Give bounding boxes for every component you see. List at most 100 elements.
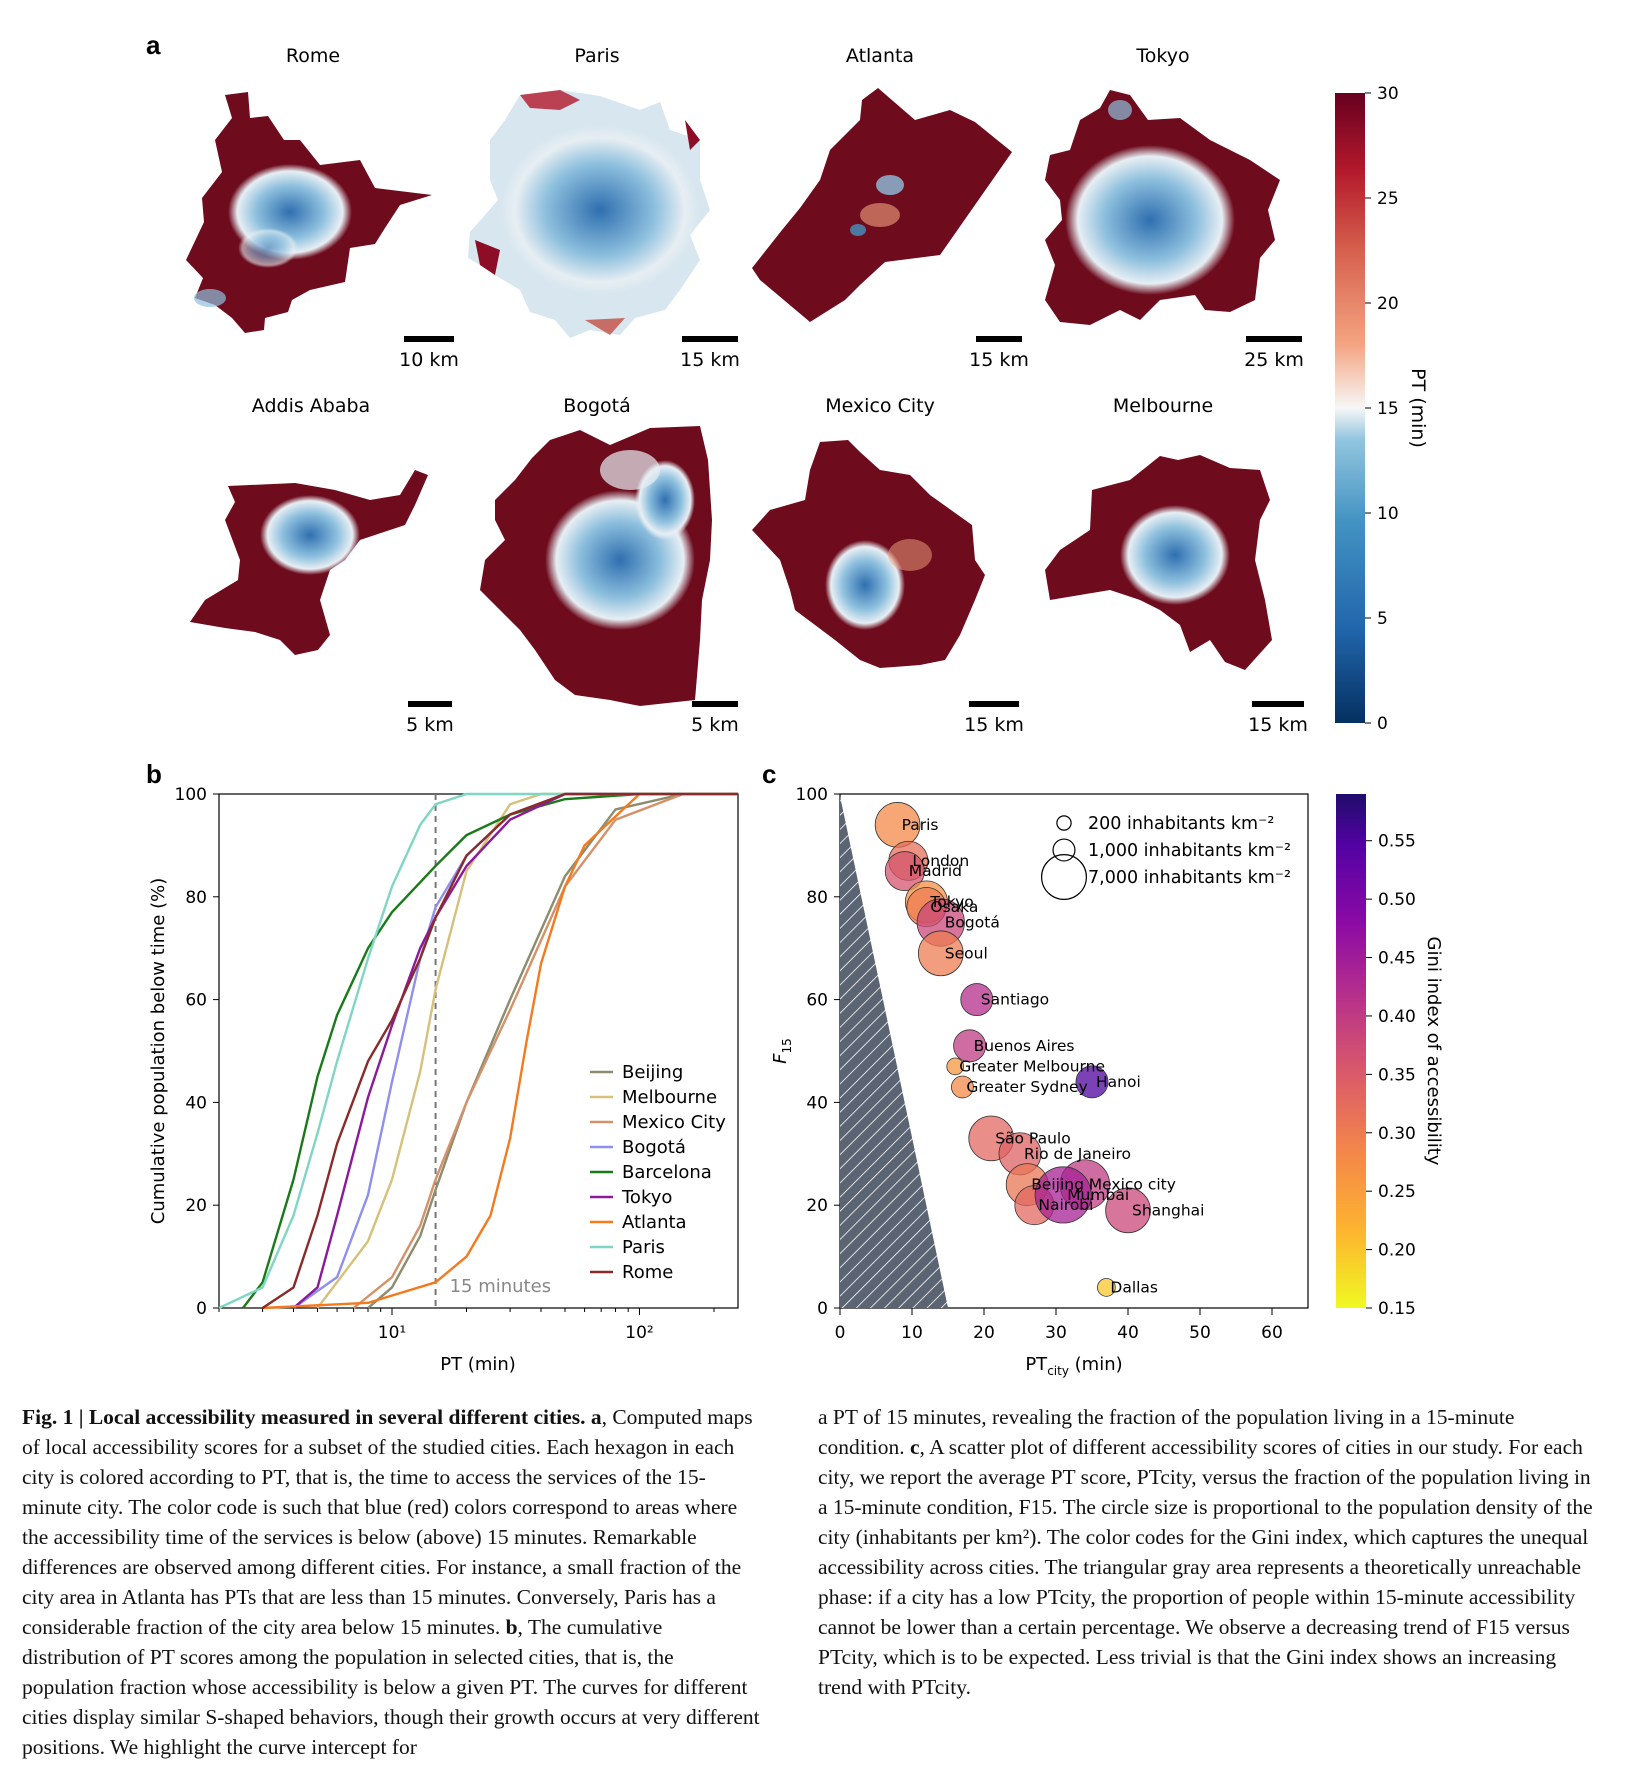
caption-text: , A scatter plot of different accessibil… xyxy=(818,1435,1593,1699)
fifteen-minute-label: 15 minutes xyxy=(450,1276,552,1297)
scale-label: 5 km xyxy=(691,714,739,736)
scatter-point xyxy=(960,983,994,1017)
size-legend-label: 1,000 inhabitants km⁻² xyxy=(1088,841,1291,861)
map-melbourne: Melbourne 15 km xyxy=(1045,395,1308,736)
y-tick-label: 60 xyxy=(185,991,207,1011)
series-line-barcelona xyxy=(242,792,738,1309)
point-label: Mumbai xyxy=(1067,1186,1129,1204)
caption-text: , The cumulative distribution of PT scor… xyxy=(22,1615,760,1759)
panel-label-b: b xyxy=(146,759,162,789)
colorbar-tick-label: 5 xyxy=(1377,609,1388,629)
colorbar-tick-label: 0.15 xyxy=(1378,1299,1416,1319)
series-line-mexico-city xyxy=(352,792,738,1309)
map-tokyo: Tokyo 25 km xyxy=(1045,45,1304,371)
colorbar-tick-label: 0.45 xyxy=(1378,949,1416,969)
panel-label-a: a xyxy=(146,30,161,60)
colorbar-tick-label: 0.20 xyxy=(1378,1241,1416,1261)
map-title: Paris xyxy=(574,45,619,67)
scatter-point xyxy=(1075,1065,1109,1099)
series-line-atlanta xyxy=(262,792,738,1310)
scatter-point xyxy=(951,1075,974,1099)
pt-colorbar: 0 5 10 15 20 25 30 PT (min) xyxy=(1335,84,1429,734)
x-tick-label: 10 xyxy=(901,1323,923,1343)
x-tick-label: 20 xyxy=(973,1323,995,1343)
point-label: Nairobi xyxy=(1038,1196,1093,1214)
point-label: Rio de Janeiro xyxy=(1024,1145,1131,1163)
point-label: Paris xyxy=(902,816,939,834)
series-line-rome xyxy=(261,792,738,1309)
pt-colorbar-label: PT (min) xyxy=(1407,368,1429,448)
caption-text: a PT of 15 minutes, revealing the fracti… xyxy=(818,1405,1515,1459)
map-title: Tokyo xyxy=(1135,45,1189,67)
point-label: Greater Sydney xyxy=(966,1078,1087,1096)
colorbar-tick-label: 0.40 xyxy=(1378,1007,1416,1027)
scatter-point xyxy=(917,930,964,977)
x-axis-label: PT (min) xyxy=(440,1354,516,1375)
scatter-point xyxy=(1097,1278,1116,1297)
point-label: Buenos Aires xyxy=(974,1037,1075,1055)
series-line-melbourne xyxy=(316,792,738,1309)
point-label: Tokyo xyxy=(929,893,973,911)
figure-1: a Rome 10 km Paris 15 km Atlanta xyxy=(146,30,1444,1378)
series-line-paris xyxy=(218,792,738,1310)
colorbar-tick-label: 0.30 xyxy=(1378,1124,1416,1144)
colorbar-tick-label: 0 xyxy=(1377,714,1388,734)
cumulative-distribution-chart: 0 20 40 60 80 100 10¹ 10² 15 minutes Beijing Mel… xyxy=(148,785,739,1375)
colorbar-tick-label: 15 xyxy=(1377,399,1399,419)
map-title: Mexico City xyxy=(825,395,935,417)
y-axis-label: F15 xyxy=(770,1038,794,1064)
map-bogota: Bogotá 5 km xyxy=(480,395,739,736)
gini-colorbar: 0.15 0.20 0.25 0.30 0.35 0.40 0.45 0.50 0.55 Gin… xyxy=(1336,794,1444,1319)
scatter-point xyxy=(884,851,925,892)
point-label: Madrid xyxy=(909,862,962,880)
y-tick-label: 80 xyxy=(185,888,207,908)
colorbar-tick-label: 25 xyxy=(1377,189,1399,209)
x-axis-label: PTcity (min) xyxy=(1025,1354,1122,1378)
point-label: Beijing xyxy=(1031,1176,1084,1194)
map-title: Melbourne xyxy=(1113,395,1213,417)
series-line-beijing xyxy=(367,792,738,1309)
map-addis-ababa: Addis Ababa 5 km xyxy=(190,395,454,736)
legend-label: Beijing xyxy=(622,1062,683,1083)
legend-label: Rome xyxy=(622,1262,673,1283)
panel-label-c: c xyxy=(762,759,776,789)
map-rome: Rome 10 km xyxy=(186,45,459,371)
y-tick-label: 40 xyxy=(185,1093,207,1113)
map-title: Bogotá xyxy=(563,395,630,417)
point-label: London xyxy=(912,852,969,870)
map-title: Rome xyxy=(286,45,340,67)
x-tick-label: 10¹ xyxy=(378,1323,406,1343)
point-label: Mexico city xyxy=(1089,1176,1176,1194)
legend: Beijing Melbourne Mexico City Bogotá Barcelo… xyxy=(590,1062,726,1283)
map-paris: Paris 15 km xyxy=(468,45,740,371)
city-maps: Rome 10 km Paris 15 km Atlanta xyxy=(186,45,1308,736)
legend-label: Bogotá xyxy=(622,1137,686,1158)
caption-text: , Computed maps of local accessibility s… xyxy=(22,1405,753,1639)
caption-bold: c xyxy=(909,1435,920,1459)
legend-label: Barcelona xyxy=(622,1162,712,1183)
series-line-tokyo xyxy=(292,792,738,1309)
map-title: Atlanta xyxy=(846,45,914,67)
y-tick-label: 40 xyxy=(806,1093,828,1113)
x-tick-label: 60 xyxy=(1261,1323,1283,1343)
caption-left: Fig. 1 | Local accessibility measured in… xyxy=(22,1402,762,1762)
scatter-chart: 0 20 40 60 80 100 0 10 20 30 40 50 60 Paris LondonMad… xyxy=(770,785,1309,1378)
point-label: Hanoi xyxy=(1096,1073,1141,1091)
y-axis-label: Cumulative population below time (%) xyxy=(148,878,169,1224)
colorbar-tick-label: 0.35 xyxy=(1378,1065,1416,1085)
point-label: Santiago xyxy=(981,991,1049,1009)
point-label: Osaka xyxy=(930,898,978,916)
x-tick-label: 50 xyxy=(1189,1323,1211,1343)
colorbar-tick-label: 10 xyxy=(1377,504,1399,524)
size-legend-label: 7,000 inhabitants km⁻² xyxy=(1088,868,1291,888)
point-label: Bogotá xyxy=(945,914,1000,932)
point-label: São Paulo xyxy=(995,1129,1071,1147)
caption-bold: Fig. 1 | Local accessibility measured in… xyxy=(22,1405,602,1429)
caption-bold: b xyxy=(505,1615,518,1639)
y-tick-label: 20 xyxy=(185,1196,207,1216)
y-tick-label: 100 xyxy=(175,785,207,805)
size-legend-label: 200 inhabitants km⁻² xyxy=(1088,814,1274,834)
scale-label: 25 km xyxy=(1244,349,1304,371)
scale-label: 5 km xyxy=(406,714,454,736)
y-tick-label: 0 xyxy=(817,1299,828,1319)
